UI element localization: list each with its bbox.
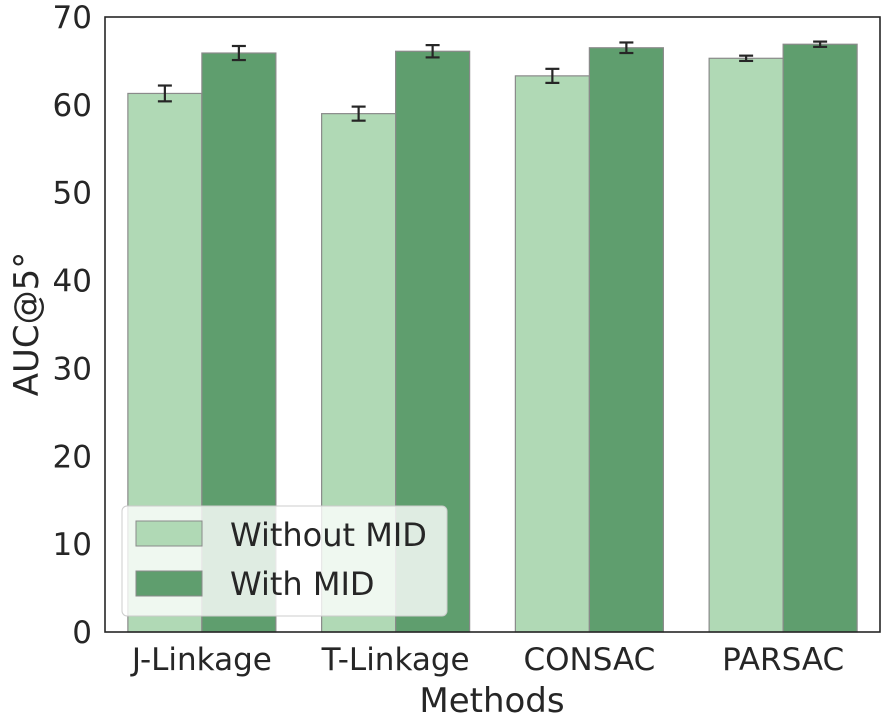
error-bars-layer	[157, 40, 828, 122]
y-tick-label: 40	[53, 264, 92, 300]
x-axis-label: Methods	[419, 681, 564, 721]
bar-parsac-without-mid	[708, 57, 784, 633]
x-tick-label: J-Linkage	[130, 642, 272, 678]
legend-swatch-without-mid	[135, 520, 203, 547]
error-bar-j-linkage-without-mid	[157, 84, 172, 103]
x-tick-label: CONSAC	[523, 642, 655, 678]
legend-box	[121, 505, 448, 617]
bar-parsac-with-mid	[782, 43, 858, 633]
error-bar-consac-without-mid	[545, 67, 560, 84]
y-tick-label: 30	[53, 351, 92, 387]
plot-frame	[104, 16, 881, 633]
error-bar-j-linkage-with-mid	[231, 44, 246, 62]
y-tick-label: 10	[53, 527, 92, 563]
bar-consac-with-mid	[588, 47, 664, 633]
y-tick-label: 70	[53, 0, 92, 36]
error-bar-parsac-with-mid	[813, 40, 828, 48]
x-tick-label: PARSAC	[722, 642, 844, 678]
x-axis: J-Linkage T-Linkage CONSAC PARSAC	[130, 642, 844, 678]
y-tick-label: 0	[72, 615, 92, 651]
y-tick-label: 20	[53, 439, 92, 475]
y-axis-label: AUC@5°	[7, 252, 47, 397]
bar-consac-without-mid	[514, 75, 590, 633]
legend: Without MID With MID	[121, 505, 448, 617]
legend-label-with-mid: With MID	[230, 565, 375, 603]
y-tick-label: 50	[53, 176, 92, 212]
legend-label-without-mid: Without MID	[230, 516, 427, 554]
legend-swatch-with-mid	[135, 570, 203, 597]
error-bar-t-linkage-with-mid	[425, 44, 440, 59]
y-axis: 0 10 20 30 40 50 60 70	[53, 0, 92, 651]
error-bar-consac-with-mid	[619, 41, 634, 55]
x-tick-label: T-Linkage	[321, 642, 470, 678]
error-bar-t-linkage-without-mid	[351, 105, 366, 122]
y-tick-label: 60	[53, 88, 92, 124]
error-bar-parsac-without-mid	[739, 54, 754, 63]
